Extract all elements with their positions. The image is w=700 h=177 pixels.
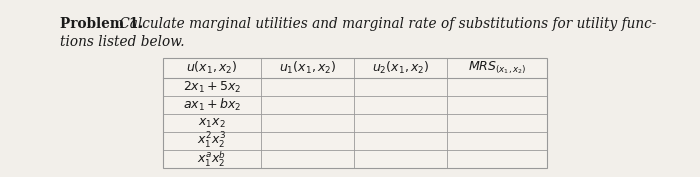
- Text: $2x_1 + 5x_2$: $2x_1 + 5x_2$: [183, 79, 242, 95]
- Text: $u_2(x_1, x_2)$: $u_2(x_1, x_2)$: [372, 60, 429, 76]
- Text: $x_1^2 x_2^3$: $x_1^2 x_2^3$: [197, 131, 227, 151]
- Text: $x_1^a x_2^b$: $x_1^a x_2^b$: [197, 149, 227, 169]
- Text: Calculate marginal utilities and marginal rate of substitutions for utility func: Calculate marginal utilities and margina…: [115, 17, 657, 31]
- Text: $MRS_{(x_1,x_2)}$: $MRS_{(x_1,x_2)}$: [468, 60, 526, 76]
- Text: $ax_1 + bx_2$: $ax_1 + bx_2$: [183, 97, 241, 113]
- Text: tions listed below.: tions listed below.: [60, 35, 185, 49]
- Text: $u_1(x_1, x_2)$: $u_1(x_1, x_2)$: [279, 60, 336, 76]
- Bar: [163, 58, 547, 168]
- Text: $x_1 x_2$: $x_1 x_2$: [198, 116, 226, 130]
- Text: Problem 1.: Problem 1.: [60, 17, 144, 31]
- Text: $u(x_1, x_2)$: $u(x_1, x_2)$: [186, 60, 238, 76]
- Bar: [163, 58, 547, 168]
